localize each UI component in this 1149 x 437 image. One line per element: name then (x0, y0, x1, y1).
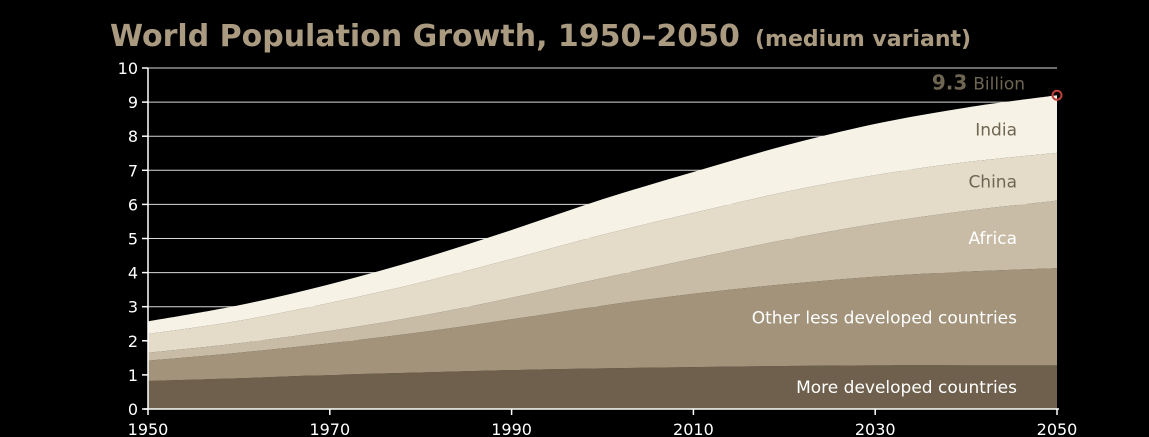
total-annotation-label: 9.3 Billion (932, 70, 1025, 94)
x-tick-label: 2050 (1037, 420, 1078, 437)
total-value: 9.3 (932, 70, 967, 94)
y-tick-label: 3 (128, 298, 138, 317)
total-marker (1051, 89, 1063, 101)
area-india (148, 95, 1057, 334)
y-tick-label: 10 (118, 59, 138, 78)
area-china (148, 152, 1057, 353)
x-tick-label: 1970 (309, 420, 350, 437)
total-unit: Billion (973, 74, 1025, 94)
y-tick-label: 6 (128, 195, 138, 214)
y-tick-label: 8 (128, 127, 138, 146)
y-tick-label: 2 (128, 332, 138, 351)
y-tick-label: 7 (128, 161, 138, 180)
axes: 0 1 2 3 4 5 6 7 8 9 10 1950 1970 1990 2010 2030 2050 (118, 59, 1078, 437)
series-label-africa: Africa (969, 229, 1018, 249)
chart-subtitle: (medium variant) (755, 27, 971, 52)
y-tick-label: 9 (128, 93, 138, 112)
y-tick-label: 1 (128, 366, 138, 385)
chart-title: World Population Growth, 1950–2050 (medi… (110, 19, 971, 54)
x-tick-label: 1950 (128, 420, 169, 437)
x-tick-label: 1990 (491, 420, 532, 437)
series-label-other-less-developed-countries: Other less developed countries (752, 309, 1017, 329)
x-tick-label: 2030 (855, 420, 896, 437)
y-tick-label: 0 (128, 400, 138, 419)
area-layers (148, 95, 1057, 409)
area-other-less-developed-countries (148, 268, 1057, 381)
y-tick-label: 4 (128, 264, 138, 283)
x-tick-label: 2010 (673, 420, 714, 437)
area-africa (148, 200, 1057, 361)
series-label-india: India (975, 120, 1017, 140)
area-more-developed-countries (148, 365, 1057, 409)
series-label-china: China (968, 173, 1017, 193)
total-annotation: 9.3 Billion (932, 70, 1063, 101)
series-labels: More developed countries Other less devel… (752, 120, 1017, 398)
series-label-more-developed-countries: More developed countries (796, 378, 1017, 398)
y-tick-label: 5 (128, 230, 138, 249)
chart-title-main: World Population Growth, 1950–2050 (110, 19, 740, 54)
